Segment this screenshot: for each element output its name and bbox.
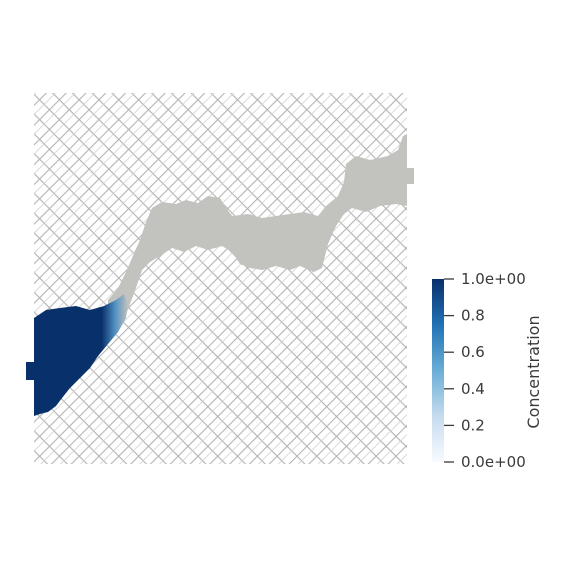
colorbar-tick-label: 0.0e+00 [461,453,526,471]
inlet-marker [26,362,36,380]
colorbar-tick-label: 0.2 [461,416,485,434]
mesh-domain [34,93,407,464]
colorbar: 1.0e+00 0.8 0.6 0.4 0.2 0.0e+00 Concentration [432,270,543,471]
fracture-channel [108,134,414,330]
colorbar-tick-label: 0.6 [461,343,485,361]
colorbar-gradient [432,279,444,462]
colorbar-title: Concentration [524,315,543,428]
colorbar-tick-label: 0.4 [461,380,485,398]
concentration-plume [34,294,128,416]
colorbar-tick-label: 1.0e+00 [461,270,526,288]
colorbar-tick-label: 0.8 [461,307,485,325]
